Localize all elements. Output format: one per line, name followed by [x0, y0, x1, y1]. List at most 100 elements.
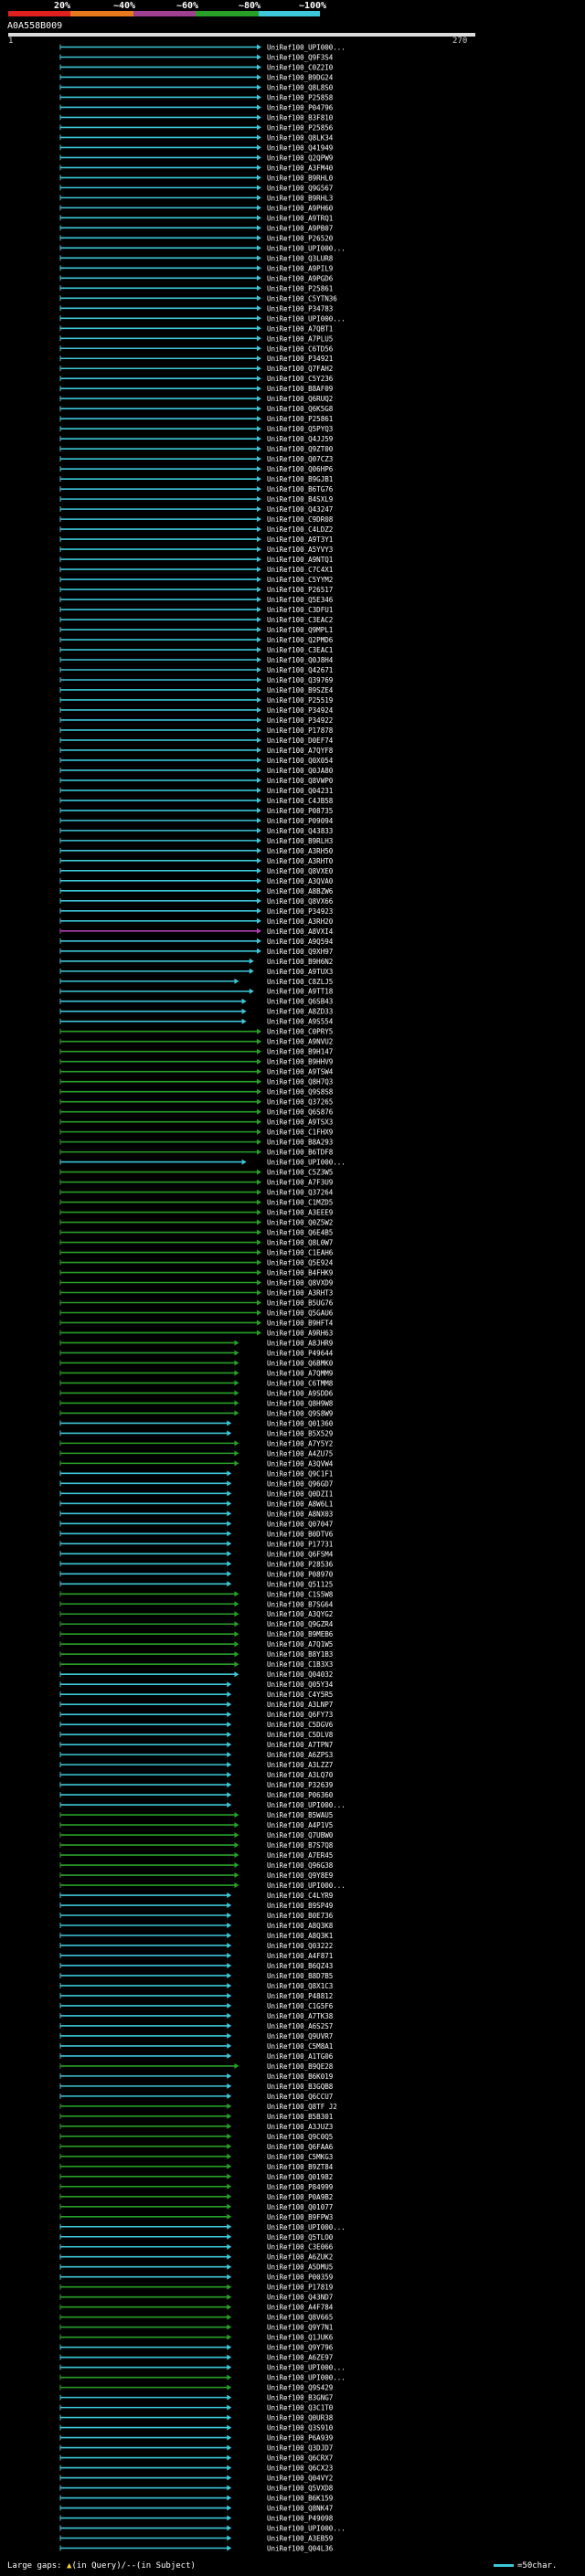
hit-id[interactable]: UniRef100_Q04231: [267, 787, 333, 795]
hit-id[interactable]: UniRef100_B5UG76: [267, 1299, 334, 1307]
hit-id[interactable]: UniRef100_A3LQ70: [267, 1771, 334, 1779]
hit-id[interactable]: UniRef100_P04796: [267, 103, 334, 111]
hit-id[interactable]: UniRef100_B9RLH3: [267, 837, 333, 845]
hit-id[interactable]: UniRef100_Q04VY2: [267, 2475, 333, 2483]
hit-id[interactable]: UniRef100_A9T3Y1: [267, 535, 333, 544]
hit-id[interactable]: UniRef100_A7PLU5: [267, 334, 333, 343]
hit-id[interactable]: UniRef100_P00359: [267, 2274, 333, 2282]
hit-id[interactable]: UniRef100_C6TD56: [267, 345, 334, 353]
hit-id[interactable]: UniRef100_P25861: [267, 415, 333, 423]
hit-id[interactable]: UniRef100_B0DTV6: [267, 1530, 334, 1538]
hit-id[interactable]: UniRef100_Q8V665: [267, 2314, 333, 2322]
hit-id[interactable]: UniRef100_C7C4X1: [267, 566, 333, 574]
hit-id[interactable]: UniRef100_Q5E924: [267, 1259, 334, 1267]
hit-id[interactable]: UniRef100_A5DMU5: [267, 2263, 333, 2272]
hit-id[interactable]: UniRef100_Q9ZT00: [267, 445, 334, 453]
hit-id[interactable]: UniRef100_C0PRY5: [267, 1028, 333, 1036]
hit-id[interactable]: UniRef100_B5X529: [267, 1429, 333, 1437]
hit-id[interactable]: UniRef100_A9TT18: [267, 988, 334, 996]
hit-id[interactable]: UniRef100_Q04L36: [267, 2545, 334, 2553]
hit-id[interactable]: UniRef100_A9TSW4: [267, 1068, 334, 1076]
hit-id[interactable]: UniRef100_P6A939: [267, 2434, 333, 2443]
hit-id[interactable]: UniRef100_Q8TF J2: [267, 2103, 337, 2111]
hit-id[interactable]: UniRef100_B9MEB6: [267, 1630, 334, 1638]
hit-id[interactable]: UniRef100_C5Z3W5: [267, 1169, 333, 1177]
hit-id[interactable]: UniRef100_P32639: [267, 1781, 333, 1789]
hit-id[interactable]: UniRef100_Q0JA80: [267, 767, 334, 775]
hit-id[interactable]: UniRef100_A8Q3K8: [267, 1922, 334, 1930]
hit-id[interactable]: UniRef100_P08735: [267, 807, 333, 815]
hit-id[interactable]: UniRef100_Q37264: [267, 1189, 334, 1197]
hit-id[interactable]: UniRef100_Q96G38: [267, 1861, 334, 1870]
hit-id[interactable]: UniRef100_A9NVU2: [267, 1038, 333, 1046]
hit-id[interactable]: UniRef100_Q8NK47: [267, 2505, 333, 2513]
hit-id[interactable]: UniRef100_Q8H9W8: [267, 1399, 334, 1407]
hit-id[interactable]: UniRef100_Q8VXD9: [267, 1279, 333, 1288]
hit-id[interactable]: UniRef100_Q8X1C3: [267, 1982, 333, 1990]
hit-id[interactable]: UniRef100_C5Y236: [267, 375, 334, 383]
hit-id[interactable]: UniRef100_Q8VXE0: [267, 867, 334, 875]
hit-id[interactable]: UniRef100_P48812: [267, 1992, 333, 2000]
hit-id[interactable]: UniRef100_UPI000...: [267, 2223, 346, 2231]
hit-id[interactable]: UniRef100_Q9C0Q5: [267, 2133, 333, 2141]
hit-id[interactable]: UniRef100_B9HFT4: [267, 1319, 334, 1327]
hit-id[interactable]: UniRef100_C1G5F6: [267, 2002, 334, 2010]
hit-id[interactable]: UniRef100_Q9S8S8: [267, 1088, 334, 1097]
hit-id[interactable]: UniRef100_A3LNP7: [267, 1701, 333, 1709]
hit-id[interactable]: UniRef100_Q8VWP0: [267, 777, 334, 785]
hit-id[interactable]: UniRef100_B6TDF8: [267, 1149, 334, 1157]
hit-id[interactable]: UniRef100_A3RHT3: [267, 1289, 333, 1298]
hit-id[interactable]: UniRef100_B9DG24: [267, 73, 334, 81]
hit-id[interactable]: UniRef100_Q03222: [267, 1942, 333, 1950]
hit-id[interactable]: UniRef100_A7ER45: [267, 1851, 333, 1860]
hit-id[interactable]: UniRef100_Q5PYQ3: [267, 425, 333, 433]
hit-id[interactable]: UniRef100_Q9Y7N1: [267, 2324, 333, 2332]
hit-id[interactable]: UniRef100_A9RH63: [267, 1329, 333, 1337]
hit-id[interactable]: UniRef100_UPI000...: [267, 1801, 346, 1809]
hit-id[interactable]: UniRef100_Q0DZI1: [267, 1489, 333, 1498]
hit-id[interactable]: UniRef100_Q5TLO0: [267, 2233, 334, 2242]
hit-id[interactable]: UniRef100_P25519: [267, 696, 333, 705]
hit-id[interactable]: UniRef100_A8NX03: [267, 1510, 333, 1518]
hit-id[interactable]: UniRef100_C5MKG3: [267, 2153, 333, 2161]
hit-id[interactable]: UniRef100_Q37265: [267, 1098, 333, 1107]
hit-id[interactable]: UniRef100_B4FHK9: [267, 1269, 333, 1277]
hit-id[interactable]: UniRef100_B6TG76: [267, 485, 334, 493]
hit-id[interactable]: UniRef100_Q9F3S4: [267, 53, 334, 61]
hit-id[interactable]: UniRef100_UPI000...: [267, 43, 346, 51]
hit-id[interactable]: UniRef100_A3EB59: [267, 2535, 333, 2543]
hit-id[interactable]: UniRef100_A3QVA0: [267, 877, 334, 885]
hit-id[interactable]: UniRef100_P84999: [267, 2183, 333, 2191]
hit-id[interactable]: UniRef100_Q6CX23: [267, 2465, 333, 2473]
hit-id[interactable]: UniRef100_A8BZW6: [267, 887, 334, 896]
hit-id[interactable]: UniRef100_A3QVW4: [267, 1459, 334, 1468]
hit-id[interactable]: UniRef100_Q43ND7: [267, 2294, 333, 2302]
hit-id[interactable]: UniRef100_Q01360: [267, 1419, 334, 1427]
hit-id[interactable]: UniRef100_B3GQB8: [267, 2083, 334, 2091]
hit-id[interactable]: UniRef100_C0Z2I0: [267, 63, 334, 71]
hit-id[interactable]: UniRef100_B6K159: [267, 2495, 333, 2503]
hit-id[interactable]: UniRef100_C1EAH6: [267, 1249, 334, 1257]
hit-id[interactable]: UniRef100_B7SG64: [267, 1600, 334, 1608]
hit-id[interactable]: UniRef100_Q6SB43: [267, 998, 333, 1006]
hit-id[interactable]: UniRef100_A5YVY3: [267, 546, 333, 554]
hit-id[interactable]: UniRef100_A3RH20: [267, 917, 334, 926]
hit-id[interactable]: UniRef100_C9DR08: [267, 515, 334, 524]
hit-id[interactable]: UniRef100_B5B301: [267, 2113, 333, 2121]
hit-id[interactable]: UniRef100_A8W6L1: [267, 1500, 333, 1508]
hit-id[interactable]: UniRef100_Q01982: [267, 2173, 333, 2181]
hit-id[interactable]: UniRef100_Q07CZ3: [267, 455, 333, 463]
hit-id[interactable]: UniRef100_C5DGV6: [267, 1721, 334, 1729]
hit-id[interactable]: UniRef100_Q6FAA6: [267, 2143, 334, 2151]
hit-id[interactable]: UniRef100_UPI000...: [267, 2374, 346, 2382]
hit-id[interactable]: UniRef100_A4P1V5: [267, 1821, 333, 1829]
hit-id[interactable]: UniRef100_Q4JJ59: [267, 435, 333, 443]
hit-id[interactable]: UniRef100_Q8L0W7: [267, 1239, 333, 1247]
hit-id[interactable]: UniRef100_Q96GD7: [267, 1479, 333, 1488]
hit-id[interactable]: UniRef100_Q3C1T0: [267, 2404, 334, 2412]
hit-id[interactable]: UniRef100_B9SZE4: [267, 686, 334, 694]
hit-id[interactable]: UniRef100_C5YYM2: [267, 576, 333, 584]
hit-id[interactable]: UniRef100_D0EF74: [267, 737, 334, 745]
hit-id[interactable]: UniRef100_A9PGD6: [267, 274, 334, 282]
hit-id[interactable]: UniRef100_B9RHL0: [267, 174, 334, 182]
